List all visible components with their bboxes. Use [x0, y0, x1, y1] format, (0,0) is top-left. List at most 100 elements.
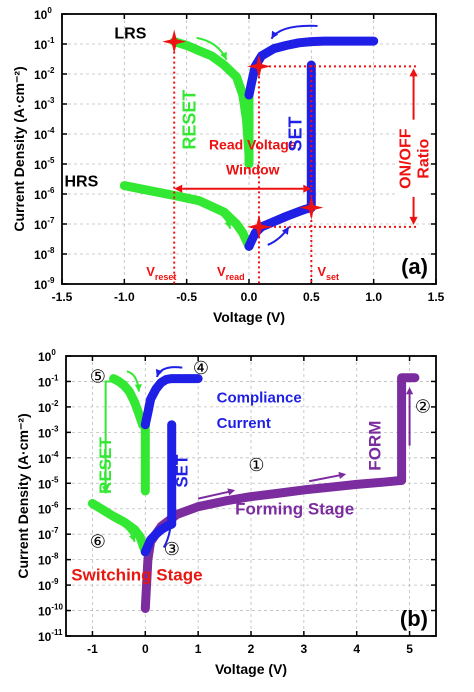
b-step2-label: ② — [415, 397, 431, 417]
b-xtick-label: -1 — [87, 642, 98, 656]
b-point-forming — [247, 492, 255, 501]
a-v-set-label: Vset — [317, 264, 339, 282]
b-point-set-lrs — [141, 420, 150, 429]
a-ytick-label-base: 10 — [34, 158, 48, 172]
a-ratio-arrow-up — [409, 68, 418, 77]
a-ytick-label-base: 10 — [34, 248, 48, 262]
b-ytick-label: 10-11 — [38, 628, 63, 644]
b-ytick-label: 10-1 — [38, 373, 59, 389]
a-ytick-label-base: 10 — [34, 38, 48, 52]
a-v-reset-label-base: V — [146, 264, 155, 279]
a-point-reset-lrs — [207, 51, 216, 60]
b-point-hrs-positive — [141, 547, 150, 556]
b-ytick-label-exp: -6 — [51, 501, 59, 510]
a-ratio-label-2: Ratio — [416, 138, 433, 178]
a-ytick-label: 100 — [34, 6, 52, 22]
b-blue-arrow-set — [162, 445, 173, 549]
a-ytick-label-exp: 0 — [47, 6, 52, 15]
b-point-set-lrs — [173, 374, 181, 383]
b-point-reset-drop — [141, 486, 150, 495]
a-blue-arrow-top-head — [271, 30, 279, 39]
b-point-forming — [273, 489, 282, 498]
b-point-hrs-negative — [136, 532, 144, 541]
a-point-set-lrs — [245, 90, 253, 99]
a-green-arrow-top-head — [220, 51, 227, 60]
a-ytick-label-exp: -7 — [47, 216, 55, 225]
a-xtick-label: 1.0 — [365, 290, 382, 304]
a-ytick-label: 10-3 — [34, 96, 55, 112]
a-point-reset-drop — [245, 160, 253, 168]
a-point-hrs-positive — [245, 242, 253, 251]
a-xtick-label: 0.5 — [303, 290, 320, 304]
a-ytick-label-base: 10 — [34, 218, 48, 232]
b-point-form-jump — [410, 373, 419, 382]
b-xtick-label: 0 — [142, 642, 149, 656]
b-ytick-label-exp: -4 — [51, 450, 59, 459]
a-v-set-label-sub: set — [326, 272, 339, 282]
b-ytick-label: 10-9 — [38, 577, 59, 593]
b-point-set-lrs — [194, 374, 203, 383]
a-point-hrs-negative — [145, 186, 154, 195]
b-xtick-label: 1 — [195, 642, 202, 656]
b-blue-arrow-top-head — [155, 369, 163, 377]
b-ytick-label-base: 10 — [38, 426, 52, 440]
b-ytick-label-base: 10 — [38, 477, 52, 491]
b-point-forming — [379, 478, 388, 487]
b-point-forming — [220, 497, 229, 506]
b-xtick-label: 3 — [301, 642, 308, 656]
b-ytick-label-base: 10 — [38, 630, 52, 644]
b-point-forming — [194, 502, 203, 511]
b-ylabel: Current Density (A·cm⁻²) — [15, 413, 31, 578]
a-ytick-label-exp: -2 — [47, 66, 55, 75]
a-v-read-label-base: V — [217, 264, 226, 279]
b-ytick-label-exp: -3 — [51, 424, 59, 433]
b-point-set-lrs — [151, 385, 160, 394]
a-ytick-label-base: 10 — [34, 128, 48, 142]
a-point-hrs-positive — [282, 212, 291, 221]
b-purple-arrow-2-head — [338, 471, 347, 480]
b-ytick-label-base: 10 — [38, 528, 52, 542]
b-ytick-label-exp: -9 — [51, 577, 59, 586]
b-point-hrs-negative — [99, 505, 107, 514]
a-point-reset-lrs — [232, 72, 241, 81]
a-point-set-lrs — [344, 37, 353, 46]
b-ytick-label-exp: -1 — [51, 373, 59, 382]
b-step1-label: ① — [248, 455, 264, 475]
b-compliance-label-2: Current — [217, 415, 271, 432]
b-xtick-label: 2 — [248, 642, 255, 656]
b-point-set-lrs — [183, 374, 192, 383]
a-ratio-label-bg — [397, 119, 430, 197]
a-point-set-lrs — [269, 44, 278, 53]
a-point-reset-lrs — [195, 46, 204, 55]
b-point-hrs-positive — [151, 530, 160, 539]
b-ytick-label-exp: -7 — [51, 526, 59, 535]
b-forming-stage-label: Forming Stage — [235, 499, 354, 518]
b-ytick-label-base: 10 — [38, 579, 52, 593]
b-point-reset-lrs — [130, 398, 139, 407]
a-xlabel: Voltage (V) — [213, 309, 285, 325]
a-point-hrs-negative — [120, 181, 129, 190]
a-star-read-hrs — [246, 214, 271, 239]
b-ytick-label: 10-8 — [38, 552, 59, 568]
b-xtick-label: 5 — [406, 642, 413, 656]
b-ytick-label-exp: 0 — [51, 348, 56, 357]
b-point-form-jump — [397, 476, 406, 485]
a-ytick-label-exp: -1 — [47, 36, 55, 45]
b-ytick-label-base: 10 — [38, 503, 52, 517]
a-point-set-lrs — [282, 41, 291, 50]
a-v-set-label-base: V — [317, 264, 326, 279]
a-point-reset-lrs — [220, 60, 229, 69]
a-ytick-label: 10-7 — [34, 216, 55, 232]
b-ytick-label-exp: -10 — [51, 603, 63, 612]
a-ytick-label: 10-9 — [34, 276, 55, 292]
b-ytick-label: 100 — [38, 348, 56, 364]
a-v-reset-label-sub: reset — [155, 272, 177, 282]
b-ytick-label-exp: -11 — [51, 628, 63, 637]
a-point-hrs-negative — [170, 191, 179, 200]
a-v-reset-label: Vreset — [146, 264, 176, 282]
b-point-hrs-positive — [146, 535, 155, 544]
a-xtick-label: -1.5 — [52, 290, 73, 304]
a-ytick-label-exp: -6 — [47, 186, 55, 195]
a-point-set-lrs — [294, 38, 303, 47]
